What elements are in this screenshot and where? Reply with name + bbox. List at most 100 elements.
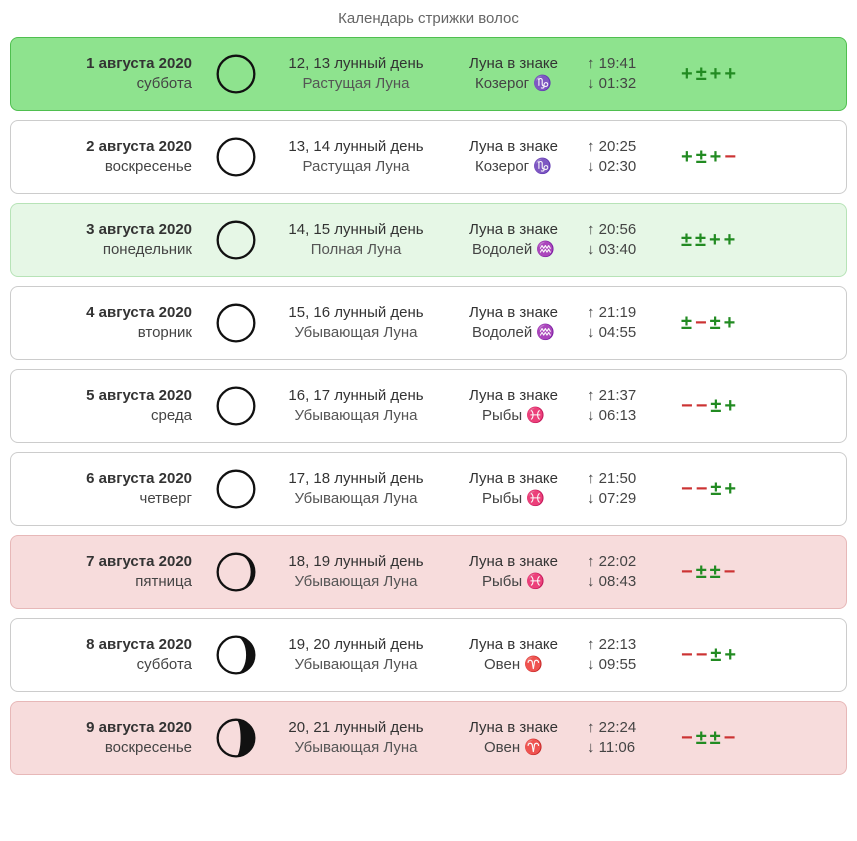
- moonrise: ↑ 21:19: [587, 303, 661, 323]
- lunar-day: 20, 21 лунный день: [266, 718, 446, 738]
- rating-symbol: −: [695, 312, 710, 335]
- rating-symbol: +: [724, 644, 739, 667]
- rating-symbol: ±: [710, 561, 724, 584]
- lunar-info: 14, 15 лунный день Полная Луна: [266, 220, 446, 261]
- moon-phase-label: Убывающая Луна: [266, 489, 446, 509]
- calendar-row[interactable]: 7 августа 2020 пятница 18, 19 лунный ден…: [10, 535, 847, 609]
- lunar-info: 16, 17 лунный день Убывающая Луна: [266, 386, 446, 427]
- rating-symbol: −: [681, 395, 696, 418]
- moon-phase-label: Убывающая Луна: [266, 738, 446, 758]
- zodiac-sign: Рыбы ♓: [446, 572, 581, 592]
- moon-phase-icon: [206, 135, 266, 179]
- zodiac-info: Луна в знаке Козерог ♑: [446, 137, 581, 178]
- date-main: 7 августа 2020: [11, 552, 192, 572]
- moon-phase-icon: [206, 218, 266, 262]
- lunar-day: 14, 15 лунный день: [266, 220, 446, 240]
- lunar-day: 17, 18 лунный день: [266, 469, 446, 489]
- zodiac-info: Луна в знаке Овен ♈: [446, 635, 581, 676]
- moonrise: ↑ 20:56: [587, 220, 661, 240]
- rating-symbol: ±: [681, 312, 695, 335]
- moon-phase-icon: [206, 633, 266, 677]
- weekday: воскресенье: [11, 157, 192, 177]
- zodiac-info: Луна в знаке Козерог ♑: [446, 54, 581, 95]
- rating-symbol: −: [724, 146, 739, 169]
- weekday: четверг: [11, 489, 192, 509]
- lunar-info: 20, 21 лунный день Убывающая Луна: [266, 718, 446, 759]
- lunar-day: 13, 14 лунный день: [266, 137, 446, 157]
- rating-symbol: ±: [696, 146, 710, 169]
- moonrise: ↑ 21:50: [587, 469, 661, 489]
- date-cell: 8 августа 2020 суббота: [11, 635, 206, 676]
- moonset: ↓ 08:43: [587, 572, 661, 592]
- moon-phase-label: Убывающая Луна: [266, 572, 446, 592]
- moon-phase-icon: [206, 384, 266, 428]
- lunar-info: 17, 18 лунный день Убывающая Луна: [266, 469, 446, 510]
- date-main: 6 августа 2020: [11, 469, 192, 489]
- moonrise: ↑ 22:02: [587, 552, 661, 572]
- calendar-row[interactable]: 3 августа 2020 понедельник 14, 15 лунный…: [10, 203, 847, 277]
- rating: −−±+: [661, 478, 834, 501]
- zodiac-info: Луна в знаке Рыбы ♓: [446, 469, 581, 510]
- weekday: пятница: [11, 572, 192, 592]
- time-info: ↑ 20:56 ↓ 03:40: [581, 220, 661, 261]
- calendar-row[interactable]: 2 августа 2020 воскресенье 13, 14 лунный…: [10, 120, 847, 194]
- rating-symbol: +: [724, 395, 739, 418]
- moonrise: ↑ 22:13: [587, 635, 661, 655]
- rating-symbol: ±: [710, 395, 724, 418]
- date-main: 9 августа 2020: [11, 718, 192, 738]
- moonset: ↓ 07:29: [587, 489, 661, 509]
- sign-label: Луна в знаке: [446, 635, 581, 655]
- moonset: ↓ 03:40: [587, 240, 661, 260]
- calendar-row[interactable]: 4 августа 2020 вторник 15, 16 лунный ден…: [10, 286, 847, 360]
- rating: +±+−: [661, 146, 834, 169]
- moon-phase-label: Убывающая Луна: [266, 655, 446, 675]
- time-info: ↑ 22:02 ↓ 08:43: [581, 552, 661, 593]
- rating: +±++: [661, 63, 834, 86]
- calendar-row[interactable]: 5 августа 2020 среда 16, 17 лунный день …: [10, 369, 847, 443]
- date-cell: 2 августа 2020 воскресенье: [11, 137, 206, 178]
- rating: ±±++: [661, 229, 834, 252]
- moon-phase-icon: [206, 52, 266, 96]
- weekday: понедельник: [11, 240, 192, 260]
- lunar-day: 12, 13 лунный день: [266, 54, 446, 74]
- time-info: ↑ 21:37 ↓ 06:13: [581, 386, 661, 427]
- sign-label: Луна в знаке: [446, 469, 581, 489]
- calendar-row[interactable]: 8 августа 2020 суббота 19, 20 лунный ден…: [10, 618, 847, 692]
- rating: ±−±+: [661, 312, 834, 335]
- sign-label: Луна в знаке: [446, 303, 581, 323]
- sign-label: Луна в знаке: [446, 718, 581, 738]
- moon-phase-label: Растущая Луна: [266, 74, 446, 94]
- sign-label: Луна в знаке: [446, 220, 581, 240]
- rating-symbol: ±: [695, 229, 709, 252]
- rating-symbol: ±: [681, 229, 695, 252]
- moonset: ↓ 04:55: [587, 323, 661, 343]
- date-main: 4 августа 2020: [11, 303, 192, 323]
- lunar-day: 19, 20 лунный день: [266, 635, 446, 655]
- date-main: 3 августа 2020: [11, 220, 192, 240]
- lunar-day: 16, 17 лунный день: [266, 386, 446, 406]
- moon-phase-label: Полная Луна: [266, 240, 446, 260]
- calendar-list: 1 августа 2020 суббота 12, 13 лунный ден…: [10, 37, 847, 775]
- zodiac-info: Луна в знаке Овен ♈: [446, 718, 581, 759]
- rating-symbol: −: [724, 727, 739, 750]
- calendar-row[interactable]: 9 августа 2020 воскресенье 20, 21 лунный…: [10, 701, 847, 775]
- time-info: ↑ 20:25 ↓ 02:30: [581, 137, 661, 178]
- rating-symbol: −: [696, 644, 711, 667]
- calendar-row[interactable]: 6 августа 2020 четверг 17, 18 лунный ден…: [10, 452, 847, 526]
- time-info: ↑ 22:13 ↓ 09:55: [581, 635, 661, 676]
- rating-symbol: −: [724, 561, 739, 584]
- date-cell: 9 августа 2020 воскресенье: [11, 718, 206, 759]
- sign-label: Луна в знаке: [446, 552, 581, 572]
- weekday: воскресенье: [11, 738, 192, 758]
- time-info: ↑ 21:50 ↓ 07:29: [581, 469, 661, 510]
- rating-symbol: +: [724, 478, 739, 501]
- date-cell: 1 августа 2020 суббота: [11, 54, 206, 95]
- moonset: ↓ 09:55: [587, 655, 661, 675]
- lunar-day: 18, 19 лунный день: [266, 552, 446, 572]
- lunar-info: 15, 16 лунный день Убывающая Луна: [266, 303, 446, 344]
- rating-symbol: +: [709, 229, 724, 252]
- moonrise: ↑ 21:37: [587, 386, 661, 406]
- weekday: вторник: [11, 323, 192, 343]
- calendar-row[interactable]: 1 августа 2020 суббота 12, 13 лунный ден…: [10, 37, 847, 111]
- moon-phase-label: Убывающая Луна: [266, 406, 446, 426]
